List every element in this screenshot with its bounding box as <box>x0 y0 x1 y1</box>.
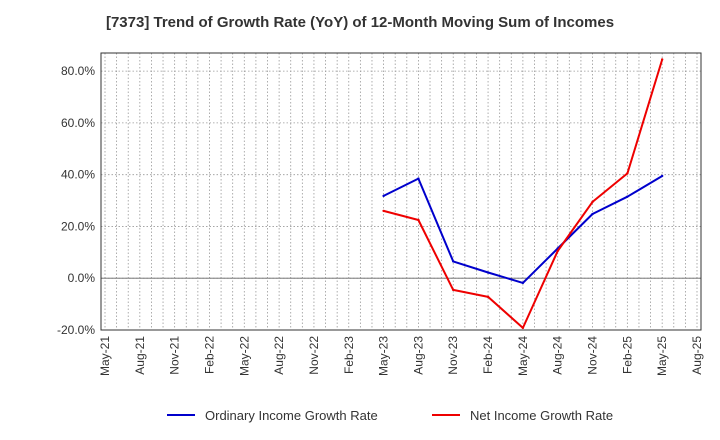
axes: -20.0% 0.0% 20.0% 40.0% 60.0% 80.0% May-21 Aug-… <box>57 52 704 376</box>
data-point <box>486 295 490 299</box>
data-point <box>417 218 420 222</box>
y-tick-label: 0.0% <box>68 271 96 285</box>
x-tick-label: Aug-25 <box>690 336 704 375</box>
chart-title: [7373] Trend of Growth Rate (YoY) of 12-… <box>105 14 615 31</box>
data-point <box>591 212 594 216</box>
data-point <box>521 281 525 285</box>
data-point <box>417 177 420 180</box>
x-tick-label: Nov-21 <box>168 336 182 375</box>
y-tick-label: 20.0% <box>61 219 95 233</box>
y-tick-label: 40.0% <box>61 168 95 182</box>
legend: Ordinary Income Growth Rate Net Income Gr… <box>167 408 613 423</box>
x-tick-label: Feb-22 <box>202 336 216 374</box>
data-point <box>486 271 490 274</box>
data-point <box>626 172 629 175</box>
data-point <box>660 174 664 178</box>
x-tick-label: Aug-23 <box>411 336 425 375</box>
legend-label: Ordinary Income Growth Rate <box>205 408 378 423</box>
plot-background <box>101 53 701 330</box>
data-point <box>521 326 525 330</box>
data-point <box>452 260 455 263</box>
y-tick-label: -20.0% <box>57 323 95 337</box>
legend-label: Net Income Growth Rate <box>470 408 613 423</box>
data-point <box>382 209 385 213</box>
x-tick-label: May-23 <box>377 336 391 376</box>
x-tick-label: Aug-22 <box>272 336 286 375</box>
x-tick-label: May-21 <box>98 336 112 376</box>
y-tick-label: 60.0% <box>61 116 95 130</box>
x-tick-label: May-24 <box>516 336 530 376</box>
plot-area <box>101 53 701 330</box>
data-point <box>556 249 559 253</box>
x-tick-label: Feb-25 <box>620 336 634 374</box>
x-tick-label: Nov-23 <box>446 336 460 375</box>
data-point <box>382 194 385 198</box>
x-tick-label: Feb-23 <box>342 336 356 374</box>
x-tick-label: May-25 <box>655 336 669 376</box>
series <box>382 58 664 330</box>
x-tick-label: Nov-22 <box>307 336 321 375</box>
data-point <box>626 195 629 198</box>
y-tick-label: 80.0% <box>61 64 95 78</box>
data-point <box>591 200 594 204</box>
plot-frame <box>100 52 702 331</box>
x-tick-label: Feb-24 <box>481 336 495 374</box>
x-tick-label: Nov-24 <box>586 336 600 375</box>
x-tick-label: May-22 <box>237 336 251 376</box>
x-tick-label: Aug-24 <box>551 336 565 375</box>
data-point <box>660 58 664 61</box>
x-tick-label: Aug-21 <box>133 336 147 375</box>
data-point <box>452 288 455 292</box>
